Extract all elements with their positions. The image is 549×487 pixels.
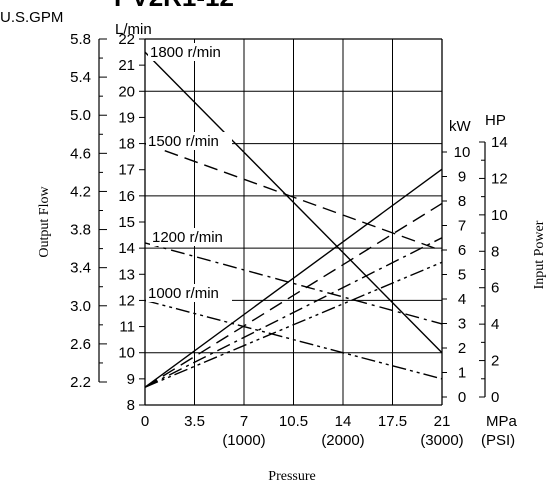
flow-lpm-tick-label: 22 bbox=[118, 31, 135, 48]
kw-tick-label: 5 bbox=[458, 267, 466, 284]
flow-line bbox=[144, 142, 443, 252]
power-line bbox=[144, 261, 443, 388]
hp-tick-label: 4 bbox=[491, 316, 499, 333]
flow-lpm-tick-label: 12 bbox=[118, 292, 135, 309]
hp-tick-label: 12 bbox=[491, 170, 508, 187]
series-lines bbox=[144, 51, 443, 388]
flow-lpm-tick-label: 13 bbox=[118, 266, 135, 283]
kw-tick-label: 10 bbox=[454, 144, 471, 161]
x-tick-label: 0 bbox=[141, 413, 149, 430]
flow-lpm-tick-label: 9 bbox=[127, 371, 135, 388]
flow-gpm-tick-label: 2.2 bbox=[70, 374, 91, 391]
series-label: 1000 r/min bbox=[148, 285, 219, 302]
hp-tick-label: 6 bbox=[491, 280, 499, 297]
x-tick-label: 7 bbox=[240, 413, 248, 430]
flow-lpm-tick-label: 8 bbox=[127, 397, 135, 414]
flow-gpm-tick-label: 5.8 bbox=[70, 31, 91, 48]
x-tick-label-psi: (2000) bbox=[321, 432, 364, 449]
kw-tick-label: 2 bbox=[458, 340, 466, 357]
kw-tick-label: 9 bbox=[458, 169, 466, 186]
kw-tick-label: 1 bbox=[458, 365, 466, 382]
flow-lpm-tick-label: 16 bbox=[118, 188, 135, 205]
power-line bbox=[144, 237, 443, 388]
flow-gpm-tick-label: 4.2 bbox=[70, 183, 91, 200]
labels: 89101112131415161718192021222.22.63.03.4… bbox=[70, 31, 508, 449]
y-left-outer-unit: U.S.GPM bbox=[0, 9, 63, 26]
flow-lpm-tick-label: 11 bbox=[119, 319, 135, 336]
x-axis-label: Pressure bbox=[268, 469, 315, 484]
x-tick-label: 17.5 bbox=[378, 413, 407, 430]
hp-tick-label: 10 bbox=[491, 207, 508, 224]
flow-lpm-tick-label: 19 bbox=[118, 109, 135, 126]
flow-line bbox=[144, 299, 443, 380]
flow-lpm-tick-label: 14 bbox=[118, 240, 135, 257]
chart-title: PV2R1-12 bbox=[114, 0, 234, 12]
x-tick-label: 10.5 bbox=[279, 413, 308, 430]
x-tick-label: 14 bbox=[335, 413, 352, 430]
flow-gpm-tick-label: 3.4 bbox=[70, 260, 91, 277]
flow-gpm-tick-label: 5.4 bbox=[70, 69, 91, 86]
kw-tick-label: 4 bbox=[458, 291, 466, 308]
series-label: 1200 r/min bbox=[152, 229, 223, 246]
flow-gpm-tick-label: 3.8 bbox=[70, 222, 91, 239]
hp-tick-label: 14 bbox=[491, 134, 508, 151]
flow-lpm-tick-label: 15 bbox=[118, 214, 135, 231]
series-label: 1500 r/min bbox=[148, 133, 219, 150]
kw-tick-label: 0 bbox=[458, 389, 466, 406]
x-tick-label-psi: (3000) bbox=[420, 432, 463, 449]
axes bbox=[98, 38, 486, 406]
series-label-background bbox=[146, 132, 232, 150]
x-tick-label: 21 bbox=[434, 413, 451, 430]
power-line bbox=[144, 202, 443, 388]
x-unit-alt: (PSI) bbox=[481, 432, 515, 449]
flow-gpm-tick-label: 4.6 bbox=[70, 145, 91, 162]
kw-tick-label: 3 bbox=[458, 316, 466, 333]
x-tick-label: 3.5 bbox=[184, 413, 205, 430]
flow-lpm-tick-label: 17 bbox=[118, 162, 135, 179]
y-right-inner-unit: kW bbox=[449, 118, 472, 135]
flow-lpm-tick-label: 18 bbox=[118, 136, 135, 153]
flow-lpm-tick-label: 21 bbox=[118, 57, 135, 74]
flow-lpm-tick-label: 20 bbox=[118, 83, 135, 100]
hp-tick-label: 8 bbox=[491, 243, 499, 260]
series-label: 1800 r/min bbox=[150, 44, 221, 61]
y-left-axis-label: Output Flow bbox=[37, 186, 52, 258]
series-label-background bbox=[146, 284, 232, 302]
y-left-inner-unit: L/min bbox=[115, 21, 152, 38]
kw-tick-label: 6 bbox=[458, 242, 466, 259]
flow-gpm-tick-label: 3.0 bbox=[70, 298, 91, 315]
flow-line bbox=[144, 242, 443, 325]
power-line bbox=[144, 168, 443, 388]
y-right-axis-label: Input Power bbox=[532, 220, 547, 289]
flow-line bbox=[144, 51, 443, 354]
flow-gpm-tick-label: 5.0 bbox=[70, 107, 91, 124]
hp-tick-label: 0 bbox=[491, 389, 499, 406]
series-label-background bbox=[148, 43, 234, 61]
flow-lpm-tick-label: 10 bbox=[118, 345, 135, 362]
kw-tick-label: 8 bbox=[458, 193, 466, 210]
kw-tick-label: 7 bbox=[458, 218, 466, 235]
series-label-background bbox=[150, 228, 236, 246]
y-right-outer-unit: HP bbox=[485, 112, 506, 129]
grid bbox=[145, 39, 443, 405]
hp-tick-label: 2 bbox=[491, 353, 499, 370]
x-tick-label-psi: (1000) bbox=[222, 432, 265, 449]
flow-gpm-tick-label: 2.6 bbox=[70, 336, 91, 353]
x-unit: MPa bbox=[486, 413, 518, 430]
